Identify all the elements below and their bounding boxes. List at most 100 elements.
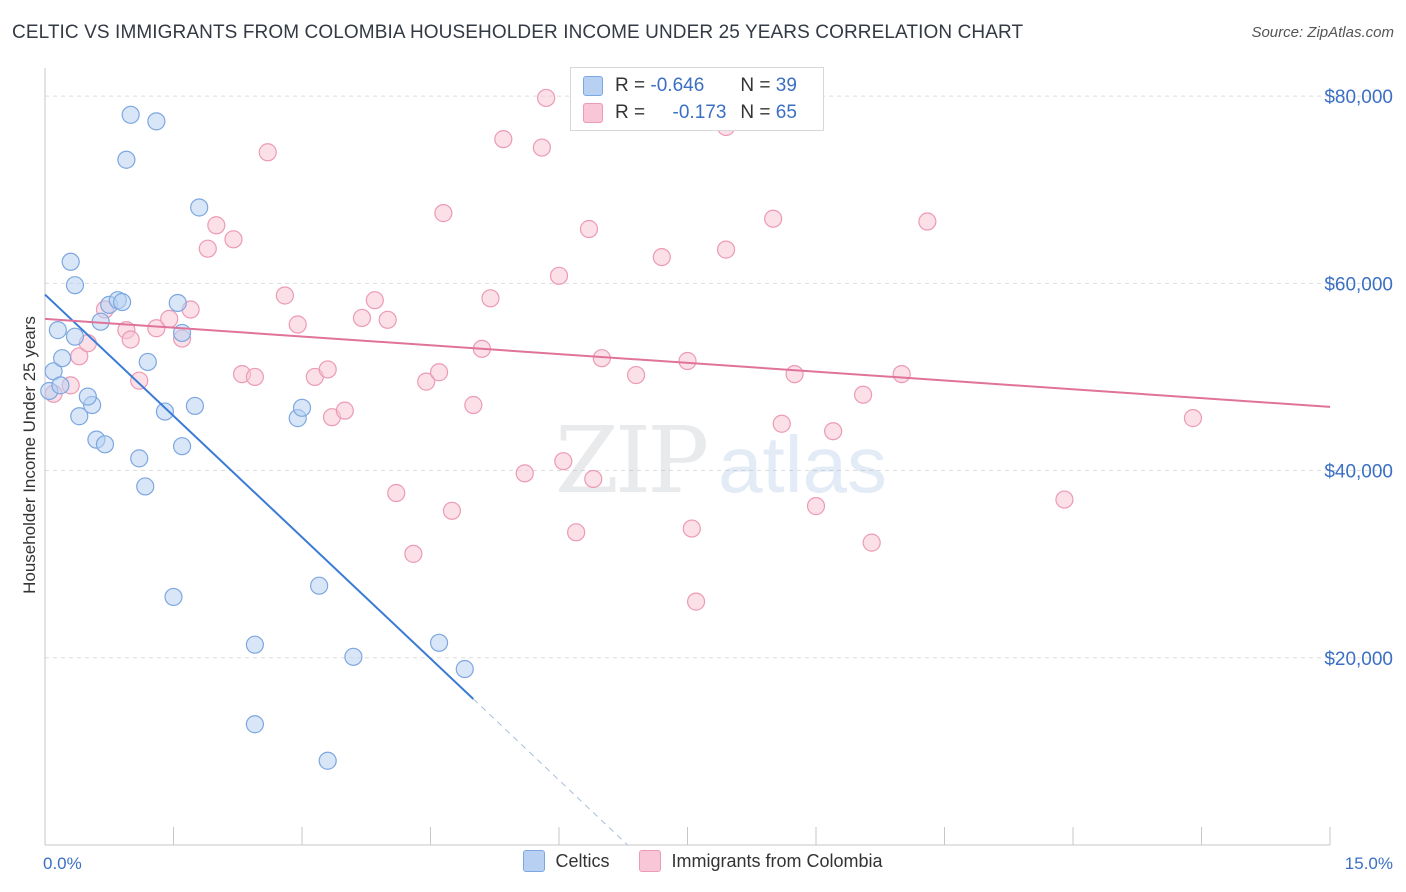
colombia-point: [862, 533, 881, 552]
celtics-point: [65, 327, 85, 346]
colombia-point: [318, 360, 337, 379]
colombia-point: [160, 309, 179, 328]
celtics-point: [185, 396, 205, 416]
celtics-point: [147, 112, 166, 131]
colombia-point: [854, 385, 873, 404]
celtics-point: [130, 449, 149, 468]
celtics-point: [112, 292, 132, 312]
celtics-point: [168, 293, 187, 313]
colombia-point: [567, 523, 586, 542]
colombia-point: [1055, 490, 1074, 509]
colombia-point: [275, 286, 294, 305]
colombia-point: [434, 204, 453, 223]
colombia-point: [494, 130, 513, 149]
colombia-n-label: N =: [740, 102, 771, 123]
colombia-point: [716, 240, 736, 259]
colombia-point: [365, 291, 384, 310]
stats-row-celtics: R = -0.646 N = 39: [583, 73, 797, 99]
colombia-point: [824, 422, 843, 441]
celtics-point: [164, 587, 183, 607]
colombia-point: [554, 452, 573, 471]
colombia-point: [686, 592, 706, 611]
colombia-point: [288, 315, 307, 334]
colombia-point: [429, 363, 449, 382]
legend-colombia-swatch: [639, 850, 662, 872]
celtics-point: [70, 407, 89, 426]
colombia-point: [785, 365, 804, 384]
celtics-point: [117, 150, 136, 169]
celtics-point: [155, 402, 175, 421]
legend-item-celtics[interactable]: Celtics: [523, 850, 609, 872]
celtics-point: [190, 198, 209, 217]
colombia-point: [515, 464, 534, 483]
celtics-point: [429, 633, 449, 652]
celtics-point: [121, 105, 140, 124]
colombia-point: [579, 219, 599, 239]
celtics-point: [455, 659, 474, 679]
watermark: ZIP atlas: [555, 407, 887, 514]
colombia-point: [245, 367, 264, 387]
celtics-point: [53, 349, 72, 368]
celtics-r-value: -0.646: [650, 75, 705, 96]
colombia-point: [537, 88, 556, 108]
celtics-point: [61, 252, 80, 271]
colombia-point: [417, 372, 436, 391]
source-credit: Source: ZipAtlas.com: [1251, 24, 1394, 41]
colombia-point: [532, 138, 551, 157]
series-colombia-points: [44, 88, 1203, 611]
celtics-point: [48, 321, 67, 340]
series-celtics-points: [40, 105, 474, 770]
celtics-trend-line: [44, 293, 475, 700]
colombia-point: [918, 212, 937, 231]
colombia-point: [806, 497, 826, 516]
legend-colombia-label: Immigrants from Colombia: [671, 850, 883, 871]
celtics-point: [172, 437, 192, 456]
colombia-point: [892, 365, 911, 384]
colombia-point: [772, 414, 791, 433]
legend-item-colombia[interactable]: Immigrants from Colombia: [639, 850, 883, 872]
watermark-atlas: atlas: [718, 420, 887, 509]
colombia-point: [764, 209, 783, 228]
colombia-point: [682, 519, 701, 538]
celtics-point: [78, 387, 97, 406]
colombia-point: [378, 310, 397, 329]
axes: [44, 68, 1331, 846]
colombia-swatch: [583, 103, 603, 123]
celtics-swatch: [583, 76, 603, 96]
colombia-point: [584, 469, 603, 489]
colombia-point: [442, 501, 462, 520]
colombia-point: [652, 248, 671, 267]
celtics-r-label: R =: [615, 75, 646, 96]
celtics-point: [138, 352, 157, 372]
celtics-point: [318, 751, 337, 770]
y-tick-label: $60,000: [1324, 274, 1393, 295]
y-tick-label: $80,000: [1324, 87, 1393, 108]
celtics-n-value: 39: [775, 75, 797, 96]
legend-celtics-swatch: [523, 850, 546, 872]
colombia-point: [130, 371, 149, 390]
celtics-point: [65, 276, 85, 295]
colombia-point: [224, 230, 243, 249]
celtics-point: [310, 576, 329, 595]
celtics-point: [95, 435, 115, 454]
colombia-trend-line: [44, 317, 1331, 408]
colombia-point: [258, 143, 277, 162]
colombia-point: [335, 401, 354, 420]
x-tick-label: 0.0%: [43, 854, 82, 873]
colombia-point: [626, 365, 646, 385]
colombia-r-label: R =: [615, 102, 646, 123]
chart-title: CELTIC VS IMMIGRANTS FROM COLOMBIA HOUSE…: [12, 22, 1024, 43]
celtics-point: [245, 635, 264, 654]
y-tick-label: $40,000: [1324, 462, 1393, 483]
colombia-point: [207, 216, 226, 235]
y-tick-label: $20,000: [1324, 649, 1393, 670]
colombia-point: [464, 395, 483, 415]
celtics-n-label: N =: [740, 75, 771, 96]
celtics-point: [344, 647, 363, 666]
colombia-point: [387, 483, 406, 503]
celtics-point: [136, 477, 155, 496]
bottom-legend: Celtics Immigrants from Colombia: [0, 850, 1406, 872]
celtics-trend-extension: [472, 698, 628, 846]
colombia-point: [198, 239, 217, 258]
legend-celtics-label: Celtics: [555, 850, 610, 871]
